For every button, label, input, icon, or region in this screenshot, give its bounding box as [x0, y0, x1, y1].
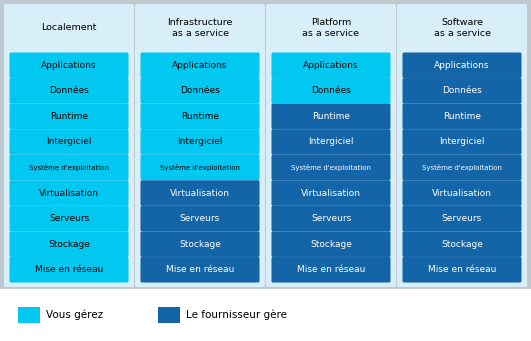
FancyBboxPatch shape — [271, 180, 390, 206]
Text: Intergiciel: Intergiciel — [177, 137, 222, 146]
Text: Données: Données — [180, 86, 220, 95]
Bar — [158, 307, 180, 323]
Text: Infrastructure
as a service: Infrastructure as a service — [167, 18, 233, 38]
FancyBboxPatch shape — [402, 206, 521, 232]
Text: Virtualisation: Virtualisation — [39, 189, 99, 197]
Text: Localement: Localement — [41, 24, 97, 32]
FancyBboxPatch shape — [402, 104, 521, 129]
Text: Stockage: Stockage — [48, 240, 90, 249]
FancyBboxPatch shape — [141, 180, 260, 206]
FancyBboxPatch shape — [271, 78, 390, 104]
FancyBboxPatch shape — [4, 4, 134, 287]
Text: Stockage: Stockage — [441, 240, 483, 249]
Text: Système d'exploitation: Système d'exploitation — [291, 164, 371, 171]
Text: Vous gérez: Vous gérez — [46, 310, 103, 320]
FancyBboxPatch shape — [141, 104, 260, 129]
Text: Mise en réseau: Mise en réseau — [35, 265, 103, 274]
FancyBboxPatch shape — [271, 206, 390, 232]
FancyBboxPatch shape — [10, 257, 129, 282]
FancyBboxPatch shape — [10, 104, 129, 129]
Text: Mise en réseau: Mise en réseau — [166, 265, 234, 274]
FancyBboxPatch shape — [271, 257, 390, 282]
Text: Applications: Applications — [172, 61, 228, 70]
FancyBboxPatch shape — [10, 155, 129, 180]
FancyBboxPatch shape — [402, 53, 521, 78]
FancyBboxPatch shape — [266, 4, 396, 287]
Text: Applications: Applications — [41, 61, 97, 70]
Text: Stockage: Stockage — [310, 240, 352, 249]
FancyBboxPatch shape — [271, 155, 390, 180]
FancyBboxPatch shape — [141, 155, 260, 180]
Text: Système d'exploitation: Système d'exploitation — [160, 164, 240, 171]
FancyBboxPatch shape — [141, 206, 260, 232]
Text: Runtime: Runtime — [181, 112, 219, 121]
FancyBboxPatch shape — [402, 180, 521, 206]
Text: Données: Données — [311, 86, 351, 95]
FancyBboxPatch shape — [402, 257, 521, 282]
Text: Serveurs: Serveurs — [311, 214, 351, 223]
FancyBboxPatch shape — [10, 232, 129, 257]
Bar — [0, 289, 531, 341]
Text: Virtualisation: Virtualisation — [432, 189, 492, 197]
FancyBboxPatch shape — [10, 206, 129, 232]
FancyBboxPatch shape — [271, 129, 390, 155]
Text: Données: Données — [49, 86, 89, 95]
Text: Mise en réseau: Mise en réseau — [428, 265, 496, 274]
FancyBboxPatch shape — [402, 155, 521, 180]
Text: Applications: Applications — [303, 61, 359, 70]
FancyBboxPatch shape — [141, 78, 260, 104]
Text: Système d'exploitation: Système d'exploitation — [422, 164, 502, 171]
Text: Software
as a service: Software as a service — [433, 18, 491, 38]
FancyBboxPatch shape — [10, 180, 129, 206]
FancyBboxPatch shape — [271, 232, 390, 257]
Text: Serveurs: Serveurs — [442, 214, 482, 223]
FancyBboxPatch shape — [271, 104, 390, 129]
FancyBboxPatch shape — [141, 129, 260, 155]
FancyBboxPatch shape — [141, 232, 260, 257]
Text: Données: Données — [442, 86, 482, 95]
Text: Système d'exploitation: Système d'exploitation — [29, 164, 109, 171]
FancyBboxPatch shape — [271, 53, 390, 78]
Text: Stockage: Stockage — [179, 240, 221, 249]
Text: Applications: Applications — [434, 61, 490, 70]
FancyBboxPatch shape — [402, 129, 521, 155]
Bar — [18, 307, 40, 323]
FancyBboxPatch shape — [141, 53, 260, 78]
FancyBboxPatch shape — [402, 232, 521, 257]
FancyBboxPatch shape — [10, 78, 129, 104]
Text: Le fournisseur gère: Le fournisseur gère — [186, 310, 287, 320]
Text: Runtime: Runtime — [50, 112, 88, 121]
FancyBboxPatch shape — [141, 257, 260, 282]
FancyBboxPatch shape — [397, 4, 527, 287]
Text: Runtime: Runtime — [312, 112, 350, 121]
Text: Intergiciel: Intergiciel — [309, 137, 354, 146]
Text: Runtime: Runtime — [443, 112, 481, 121]
Text: Virtualisation: Virtualisation — [301, 189, 361, 197]
Text: Intergiciel: Intergiciel — [439, 137, 485, 146]
FancyBboxPatch shape — [135, 4, 265, 287]
Text: Mise en réseau: Mise en réseau — [297, 265, 365, 274]
Text: Serveurs: Serveurs — [49, 214, 89, 223]
FancyBboxPatch shape — [10, 129, 129, 155]
Text: Virtualisation: Virtualisation — [170, 189, 230, 197]
Text: Serveurs: Serveurs — [180, 214, 220, 223]
FancyBboxPatch shape — [402, 78, 521, 104]
FancyBboxPatch shape — [10, 53, 129, 78]
Text: Platform
as a service: Platform as a service — [303, 18, 359, 38]
Text: Intergiciel: Intergiciel — [46, 137, 92, 146]
